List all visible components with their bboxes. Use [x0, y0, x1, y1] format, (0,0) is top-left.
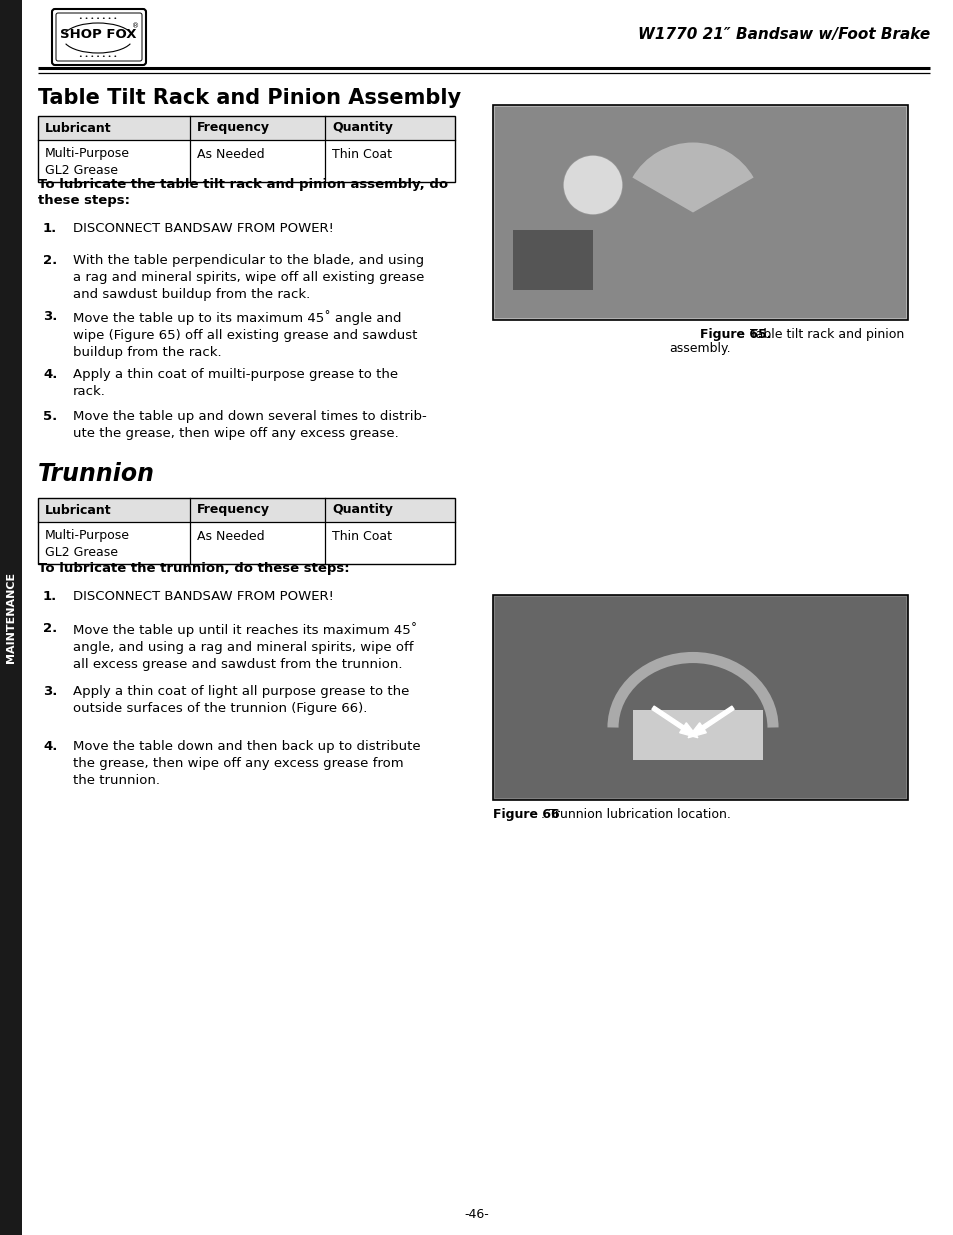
Text: Move the table up and down several times to distrib-
ute the grease, then wipe o: Move the table up and down several times…	[73, 410, 426, 440]
Text: • • • • • • •: • • • • • • •	[79, 53, 117, 58]
Text: DISCONNECT BANDSAW FROM POWER!: DISCONNECT BANDSAW FROM POWER!	[73, 590, 334, 603]
Text: Move the table up to its maximum 45˚ angle and
wipe (Figure 65) off all existing: Move the table up to its maximum 45˚ ang…	[73, 310, 417, 359]
Text: DISCONNECT BANDSAW FROM POWER!: DISCONNECT BANDSAW FROM POWER!	[73, 222, 334, 235]
Text: Apply a thin coat of light all purpose grease to the
outside surfaces of the tru: Apply a thin coat of light all purpose g…	[73, 685, 409, 715]
Text: 4.: 4.	[43, 740, 57, 753]
Text: SHOP FOX: SHOP FOX	[60, 27, 136, 41]
FancyArrow shape	[651, 706, 698, 737]
Text: Move the table down and then back up to distribute
the grease, then wipe off any: Move the table down and then back up to …	[73, 740, 420, 787]
Text: MAINTENANCE: MAINTENANCE	[6, 572, 16, 663]
Text: 1.: 1.	[43, 222, 57, 235]
Text: Table tilt rack and pinion: Table tilt rack and pinion	[745, 329, 903, 341]
Bar	[493, 595, 907, 800]
Text: W1770 21″ Bandsaw w/Foot Brake: W1770 21″ Bandsaw w/Foot Brake	[638, 27, 929, 42]
Ellipse shape	[562, 156, 622, 215]
Text: 2.: 2.	[43, 622, 57, 635]
Bar	[38, 498, 455, 564]
Bar	[38, 116, 455, 182]
Text: GL2 Grease: GL2 Grease	[45, 163, 118, 177]
Text: 5.: 5.	[43, 410, 57, 424]
Text: . Trunnion lubrication location.: . Trunnion lubrication location.	[540, 808, 730, 821]
Text: Frequency: Frequency	[196, 121, 270, 135]
Bar	[38, 498, 455, 522]
Text: Multi-Purpose: Multi-Purpose	[45, 147, 130, 161]
Bar	[513, 230, 593, 290]
Bar	[38, 116, 455, 140]
Text: To lubricate the trunnion, do these steps:: To lubricate the trunnion, do these step…	[38, 562, 349, 576]
Text: Multi-Purpose: Multi-Purpose	[45, 530, 130, 542]
Text: Figure 65.: Figure 65.	[700, 329, 771, 341]
Bar	[495, 597, 905, 798]
Text: Trunnion: Trunnion	[38, 462, 154, 487]
Bar	[493, 105, 907, 320]
Text: 3.: 3.	[43, 310, 57, 324]
Text: Quantity: Quantity	[332, 504, 393, 516]
Text: GL2 Grease: GL2 Grease	[45, 546, 118, 558]
Text: ®: ®	[132, 23, 139, 28]
Text: 4.: 4.	[43, 368, 57, 382]
Text: Thin Coat: Thin Coat	[332, 530, 392, 542]
Text: Quantity: Quantity	[332, 121, 393, 135]
Text: With the table perpendicular to the blade, and using
a rag and mineral spirits, : With the table perpendicular to the blad…	[73, 254, 424, 301]
Text: As Needed: As Needed	[196, 147, 264, 161]
Text: these steps:: these steps:	[38, 194, 130, 207]
Text: assembly.: assembly.	[669, 342, 731, 354]
FancyArrow shape	[687, 706, 734, 737]
Text: Figure 66: Figure 66	[493, 808, 559, 821]
Bar	[0, 0, 22, 1235]
Text: 2.: 2.	[43, 254, 57, 267]
Text: Move the table up until it reaches its maximum 45˚
angle, and using a rag and mi: Move the table up until it reaches its m…	[73, 622, 416, 671]
Text: Lubricant: Lubricant	[45, 121, 112, 135]
Text: Apply a thin coat of muilti-purpose grease to the
rack.: Apply a thin coat of muilti-purpose grea…	[73, 368, 397, 398]
Text: Frequency: Frequency	[196, 504, 270, 516]
Bar	[633, 710, 762, 760]
Text: 1.: 1.	[43, 590, 57, 603]
Text: Table Tilt Rack and Pinion Assembly: Table Tilt Rack and Pinion Assembly	[38, 88, 460, 107]
Wedge shape	[632, 142, 753, 212]
Text: -46-: -46-	[464, 1209, 489, 1221]
Text: To lubricate the table tilt rack and pinion assembly, do: To lubricate the table tilt rack and pin…	[38, 178, 448, 191]
Text: Lubricant: Lubricant	[45, 504, 112, 516]
Text: As Needed: As Needed	[196, 530, 264, 542]
Text: • • • • • • •: • • • • • • •	[79, 16, 117, 21]
Text: Thin Coat: Thin Coat	[332, 147, 392, 161]
Bar	[495, 107, 905, 317]
Text: 3.: 3.	[43, 685, 57, 698]
